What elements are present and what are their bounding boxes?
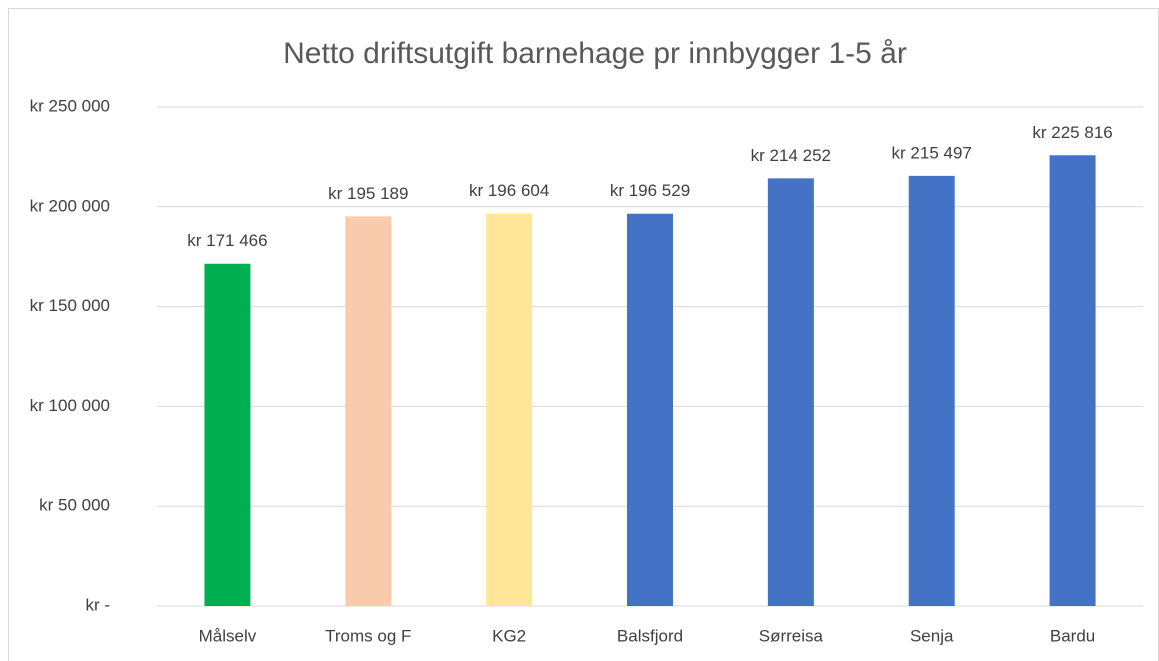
data-label: kr 171 466 — [187, 231, 267, 250]
y-tick-label: kr 250 000 — [30, 96, 110, 115]
bar — [486, 213, 533, 606]
data-label: kr 195 189 — [328, 184, 408, 203]
bar — [345, 216, 392, 606]
y-tick-label: kr 50 000 — [39, 496, 110, 515]
x-tick-label: Balsfjord — [617, 626, 683, 645]
x-tick-label: KG2 — [492, 626, 526, 645]
x-tick-label: Troms og F — [325, 626, 411, 645]
y-tick-label: kr 150 000 — [30, 296, 110, 315]
x-tick-label: Bardu — [1050, 626, 1095, 645]
data-label: kr 196 529 — [610, 181, 690, 200]
x-tick-label: Senja — [910, 626, 954, 645]
bar — [627, 213, 673, 606]
y-tick-label: kr - — [85, 595, 110, 614]
data-label: kr 225 816 — [1032, 123, 1112, 142]
data-label: kr 215 497 — [892, 143, 972, 162]
y-tick-label: kr 200 000 — [30, 196, 110, 215]
y-tick-label: kr 100 000 — [30, 396, 110, 415]
data-label: kr 214 252 — [751, 146, 831, 165]
chart-title: Netto driftsutgift barnehage pr innbygge… — [283, 37, 907, 70]
bar — [767, 178, 814, 606]
x-tick-label: Målselv — [199, 626, 257, 645]
x-tick-label: Sørreisa — [759, 626, 824, 645]
chart-border — [8, 8, 1159, 661]
data-label: kr 196 604 — [469, 181, 549, 200]
bar — [908, 175, 955, 606]
bar — [204, 263, 251, 606]
bar — [1049, 155, 1096, 606]
